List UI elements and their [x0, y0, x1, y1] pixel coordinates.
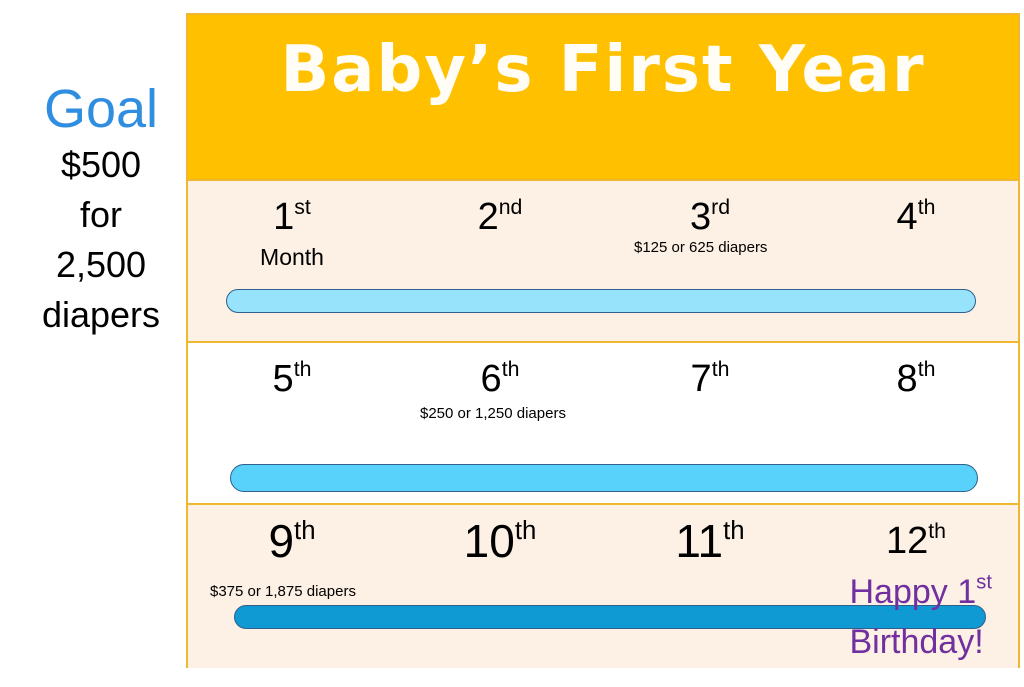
month-suffix: rd — [711, 195, 731, 220]
month-4: 4th — [846, 195, 986, 239]
month-suffix: nd — [498, 195, 523, 220]
progress-board: Baby’s First Year 1st Month 2nd 3rd 4th … — [186, 13, 1020, 668]
month-number: 5 — [272, 358, 294, 400]
month-3: 3rd — [640, 195, 780, 239]
month-number: 7 — [690, 358, 712, 400]
board-header: Baby’s First Year — [188, 15, 1018, 179]
month-2: 2nd — [430, 195, 570, 239]
month-suffix: th — [917, 195, 936, 220]
month-number: 1 — [273, 196, 295, 238]
quarter-row-3: 9th 10th 11th 12th $375 or 1,875 diapers… — [188, 503, 1018, 668]
month-12: 12th — [846, 519, 986, 563]
birthday-line-1: Happy 1 — [849, 573, 977, 611]
month-number: 4 — [896, 196, 918, 238]
month-suffix: th — [501, 357, 520, 382]
month-5: 5th — [222, 357, 362, 401]
month-number: 9 — [268, 515, 295, 567]
month-9: 9th — [222, 515, 362, 567]
month-11: 11th — [640, 515, 780, 567]
month-suffix: th — [723, 516, 745, 545]
month-1: 1st Month — [222, 195, 362, 271]
month-suffix: th — [514, 516, 537, 545]
month-7: 7th — [640, 357, 780, 401]
goal-unit: diapers — [41, 294, 161, 335]
milestone-note: $250 or 1,250 diapers — [420, 405, 566, 422]
goal-for: for — [79, 194, 122, 235]
month-suffix: st — [294, 195, 311, 220]
month-suffix: th — [928, 519, 947, 544]
birthday-message: Happy 1st Birthday! — [849, 567, 992, 667]
goal-amount: $500 — [60, 144, 142, 185]
month-suffix: th — [711, 357, 730, 382]
progress-bar-1 — [226, 289, 976, 313]
month-suffix: th — [917, 357, 936, 382]
milestone-note: $125 or 625 diapers — [634, 239, 768, 256]
month-number: 8 — [896, 358, 918, 400]
month-label: Month — [260, 244, 324, 270]
quarter-row-2: 5th 6th 7th 8th $250 or 1,250 diapers — [188, 341, 1018, 503]
month-number: 3 — [689, 196, 712, 238]
month-suffix: th — [294, 516, 316, 545]
month-number: 11 — [675, 515, 724, 567]
goal-title: Goal — [43, 79, 159, 139]
month-number: 6 — [480, 358, 502, 400]
month-10: 10th — [430, 515, 570, 567]
milestone-note: $375 or 1,875 diapers — [210, 583, 356, 600]
progress-bar-3 — [234, 605, 986, 629]
birthday-line-2: Birthday! — [849, 623, 984, 661]
goal-count: 2,500 — [55, 244, 147, 285]
board-title: Baby’s First Year — [280, 33, 926, 107]
progress-bar-2 — [230, 464, 978, 492]
month-suffix: th — [293, 357, 312, 382]
month-number: 10 — [463, 515, 515, 567]
goal-panel: Goal $500 for 2,500 diapers — [0, 78, 202, 340]
birthday-suffix: st — [976, 571, 992, 594]
month-8: 8th — [846, 357, 986, 401]
quarter-row-1: 1st Month 2nd 3rd 4th $125 or 625 diaper… — [188, 179, 1018, 341]
month-6: 6th — [430, 357, 570, 401]
month-number: 12 — [885, 520, 929, 562]
month-number: 2 — [477, 196, 499, 238]
